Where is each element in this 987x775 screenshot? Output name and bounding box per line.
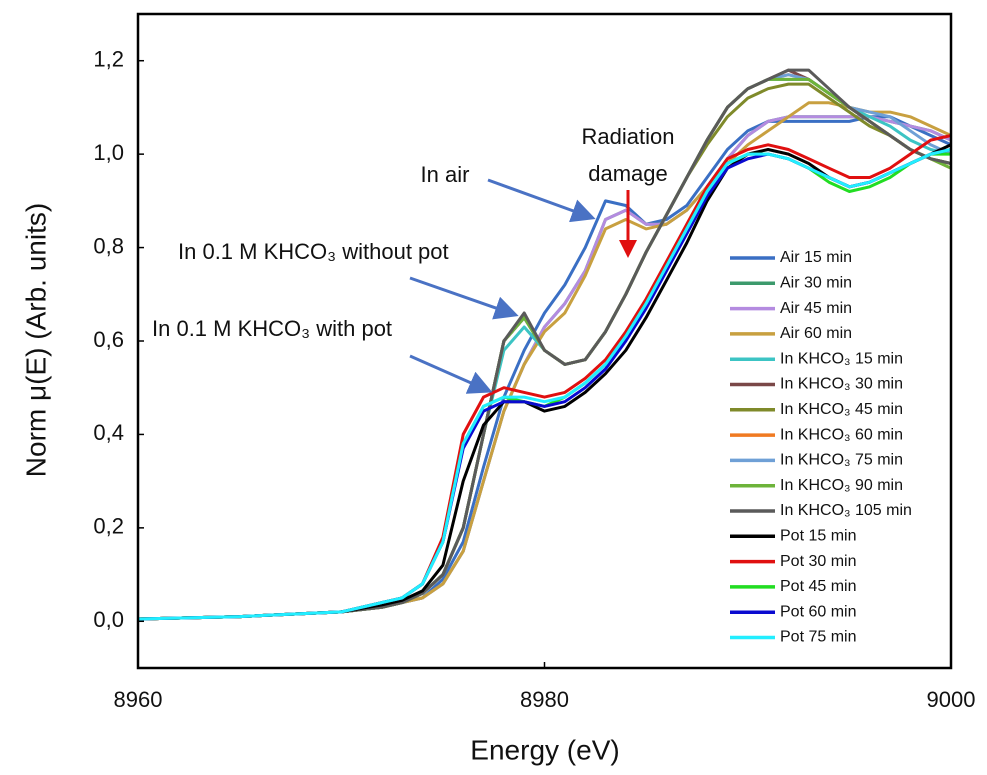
x-tick-label: 9000 (927, 687, 976, 712)
data-line (137, 68, 952, 621)
legend-label: In KHCO₃ 30 min (780, 376, 903, 393)
y-tick-label: 1,2 (93, 47, 124, 72)
annotation: In 0.1 M KHCO₃ without pot (178, 239, 449, 264)
legend-label: In KHCO₃ 105 min (780, 502, 912, 519)
y-tick-label: 0,6 (93, 327, 124, 352)
x-tick-label: 8960 (114, 687, 163, 712)
annotation-arrow (487, 178, 596, 223)
annotation-arrow (409, 354, 493, 394)
legend-label: Pot 15 min (780, 528, 856, 545)
annotation: In 0.1 M KHCO₃ with pot (152, 316, 392, 341)
legend-label: In KHCO₃ 90 min (780, 477, 903, 494)
x-axis-label: Energy (eV) (470, 734, 619, 765)
y-tick-label: 0,8 (93, 233, 124, 258)
legend-label: Air 30 min (780, 275, 852, 292)
legend-label: Air 45 min (780, 300, 852, 317)
legend-label: In KHCO₃ 15 min (780, 350, 903, 367)
data-line (137, 148, 952, 621)
legend-label: Pot 30 min (780, 553, 856, 570)
legend-label: Pot 75 min (780, 629, 856, 646)
y-tick-label: 0,2 (93, 514, 124, 539)
x-tick-label: 8980 (520, 687, 569, 712)
legend-label: Air 15 min (780, 249, 852, 266)
y-tick-label: 0,0 (93, 607, 124, 632)
legend-label: Pot 60 min (780, 603, 856, 620)
legend-label: In KHCO₃ 75 min (780, 452, 903, 469)
annotation: In air (421, 162, 470, 187)
annotation: Radiation (582, 124, 675, 149)
y-tick-label: 1,0 (93, 140, 124, 165)
legend-label: In KHCO₃ 60 min (780, 426, 903, 443)
plot-area (137, 68, 952, 621)
annotation-arrow (409, 276, 519, 320)
legend-label: Pot 45 min (780, 578, 856, 595)
y-axis-label: Norm μ(E) (Arb. units) (20, 203, 51, 477)
y-tick-label: 0,4 (93, 420, 124, 445)
legend-label: Air 60 min (780, 325, 852, 342)
annotation: damage (588, 161, 668, 186)
legend-label: In KHCO₃ 45 min (780, 401, 903, 418)
